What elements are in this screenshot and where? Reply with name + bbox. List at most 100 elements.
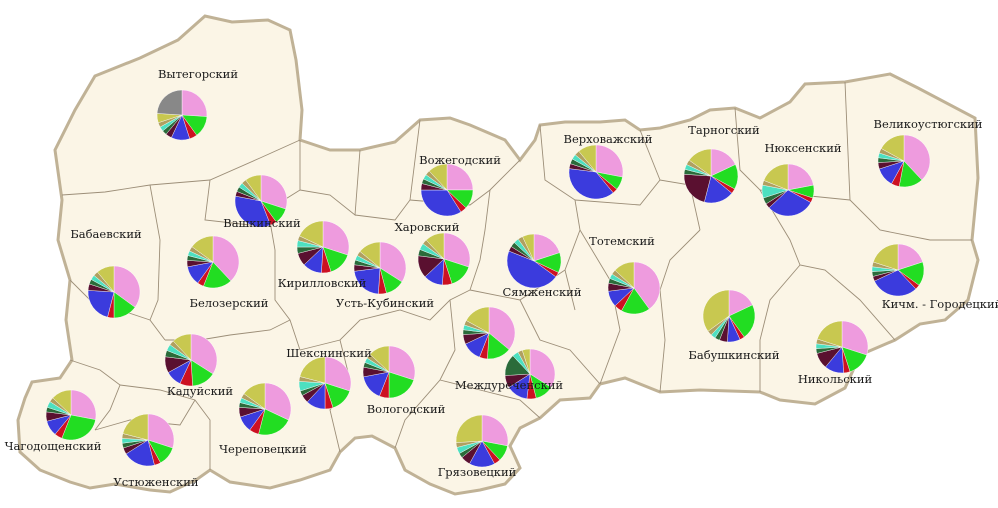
label-kirillovsky: Кирилловский xyxy=(278,276,367,290)
pie-slice-vozhegodsky-8 xyxy=(428,163,448,191)
label-syamzhensky: Сямженский xyxy=(502,285,581,299)
pie-babushkinsky xyxy=(702,289,756,343)
pie-vytegorsky xyxy=(156,89,208,141)
label-kaduysky: Кадуйский xyxy=(167,384,234,398)
pie-kirillovsky xyxy=(296,220,350,274)
label-ust_kubinsky: Усть-Кубинский xyxy=(336,296,434,310)
pie-slice-vologodsky-8 xyxy=(369,345,390,373)
label-velikoustyugsky: Великоустюгский xyxy=(874,117,983,131)
pie-slice-vozhegodsky-3 xyxy=(420,189,462,217)
label-verkhovazhsky: Верховажский xyxy=(564,132,653,146)
pie-slice-cherepovetsky-8 xyxy=(243,382,266,410)
pie-slice-verkhovazhsky-0 xyxy=(595,144,624,178)
region-outer-border xyxy=(16,14,980,496)
pie-slice-cherepovetsky-0 xyxy=(264,382,292,421)
pie-slice-kharovsky-8 xyxy=(425,232,445,260)
pie-vologodsky xyxy=(362,345,416,399)
pie-slice-vologodsky-0 xyxy=(388,345,416,381)
label-belozersky: Белозерский xyxy=(190,296,269,310)
pie-slice-babaevsky-3 xyxy=(87,290,115,318)
label-mezhdurechensky: Междуреченский xyxy=(455,378,564,392)
pie-slice-sokolsky-8 xyxy=(465,306,490,334)
pie-slice-nyuksensky-3 xyxy=(768,189,812,217)
pie-slice-babushkinsky-1 xyxy=(728,304,756,338)
pie-slice-verkhovazhsky-3 xyxy=(568,168,614,200)
pie-slice-tarnogsky-4 xyxy=(683,174,712,203)
pie-slice-cherepovetsky-1 xyxy=(258,408,289,436)
label-sheksninsky: Шекснинский xyxy=(286,346,372,360)
pie-slice-tarnogsky-8 xyxy=(688,148,712,177)
pie-nyuksensky xyxy=(761,163,815,217)
pie-slice-kaduysky-8 xyxy=(172,333,192,361)
district-borders xyxy=(61,81,972,470)
pie-slice-vytegorsky-0 xyxy=(181,89,208,117)
pie-slice-kich_gorodetsky-8 xyxy=(873,243,899,271)
pie-slice-ust_kubinsky-3 xyxy=(353,267,381,295)
pie-slice-syamzhensky-8 xyxy=(522,233,535,262)
pie-slice-nyuksensky-0 xyxy=(787,163,814,191)
label-kharovsky: Харовский xyxy=(395,220,460,234)
pie-slice-mezhdurechensky-8 xyxy=(522,348,531,375)
pie-slice-vashkinsky-3 xyxy=(234,195,271,228)
label-kich_gorodetsky: Кичм. - Городецкий xyxy=(882,297,998,311)
pie-slice-ustyuzhensky-0 xyxy=(147,413,175,449)
pie-slice-ustyuzhensky-8 xyxy=(122,413,149,441)
label-totemsky: Тотемский xyxy=(589,234,655,248)
label-gryazovetsky: Грязовецкий xyxy=(438,465,517,479)
pie-slice-kirillovsky-8 xyxy=(299,220,324,248)
pie-cherepovetsky xyxy=(238,382,292,436)
label-babaevsky: Бабаевский xyxy=(70,227,142,241)
pie-slice-babaevsky-0 xyxy=(113,265,141,308)
label-vologodsky: Вологодский xyxy=(367,402,446,416)
pie-slice-syamzhensky-3 xyxy=(506,250,557,289)
label-vashkinsky: Вашкинский xyxy=(223,216,301,230)
label-chagodoshchensky: Чагодощенский xyxy=(5,439,102,453)
pie-slice-nikolsky-8 xyxy=(817,320,843,348)
pie-slice-vashkinsky-8 xyxy=(245,174,262,202)
pie-ust_kubinsky xyxy=(353,241,407,295)
pie-ustyuzhensky xyxy=(121,413,175,467)
pie-slice-kirillovsky-0 xyxy=(322,220,350,256)
district-labels: Вытегорский Вашкинский Вожегодский Верховаж… xyxy=(5,67,998,489)
pie-slice-vozhegodsky-0 xyxy=(446,163,474,191)
pie-slice-vashkinsky-0 xyxy=(260,174,288,210)
pie-sheksninsky xyxy=(298,356,352,410)
pie-slice-totemsky-0 xyxy=(633,261,661,310)
pie-nikolsky xyxy=(815,320,869,374)
label-cherepovetsky: Череповецкий xyxy=(219,442,307,456)
pie-slice-chagodoshchensky-0 xyxy=(70,389,97,420)
pie-slice-totemsky-8 xyxy=(614,261,635,289)
pie-slice-chagodoshchensky-8 xyxy=(52,389,72,416)
pie-slice-kich_gorodetsky-3 xyxy=(874,269,917,297)
pie-slice-velikoustyugsky-8 xyxy=(880,134,905,162)
pie-totemsky xyxy=(607,261,661,315)
pie-slice-nikolsky-0 xyxy=(841,320,869,356)
pie-kharovsky xyxy=(417,232,471,286)
pie-slice-gryazovetsky-0 xyxy=(481,414,509,447)
pie-slice-velikoustyugsky-0 xyxy=(903,134,931,181)
label-vytegorsky: Вытегорский xyxy=(158,67,238,81)
pie-velikoustyugsky xyxy=(877,134,931,188)
label-ustyuzhensky: Устюженский xyxy=(113,475,198,489)
label-nyuksensky: Нюксенский xyxy=(764,141,841,155)
pie-slice-sokolsky-0 xyxy=(488,306,516,350)
district-pie-charts xyxy=(45,89,931,468)
pie-tarnogsky xyxy=(683,148,739,204)
label-nikolsky: Никольский xyxy=(798,372,873,386)
pie-slice-kharovsky-0 xyxy=(443,232,471,268)
label-tarnogsky: Тарногский xyxy=(688,123,760,137)
pie-gryazovetsky xyxy=(455,414,509,468)
pie-kaduysky xyxy=(164,333,218,387)
pie-belozersky xyxy=(186,235,240,289)
pie-slice-ust_kubinsky-8 xyxy=(359,241,381,269)
pie-slice-belozersky-0 xyxy=(212,235,240,282)
pie-chagodoshchensky xyxy=(45,389,97,441)
label-vozhegodsky: Вожегодский xyxy=(419,153,501,167)
pie-verkhovazhsky xyxy=(568,144,624,200)
pie-slice-sheksninsky-0 xyxy=(324,356,352,392)
pie-slice-verkhovazhsky-8 xyxy=(578,144,597,173)
pie-kich_gorodetsky xyxy=(871,243,925,297)
pie-vozhegodsky xyxy=(420,163,474,217)
pie-slice-babushkinsky-8 xyxy=(702,289,730,332)
